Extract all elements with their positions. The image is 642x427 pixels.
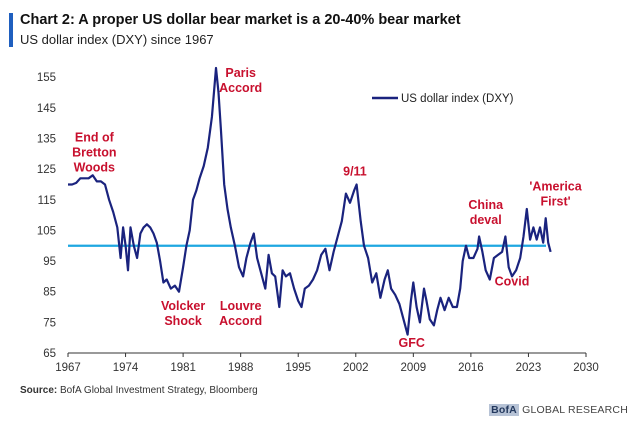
brand-logo: BofA <box>489 404 519 416</box>
title-accent-bar <box>9 13 13 47</box>
chart-title: Chart 2: A proper US dollar bear market … <box>20 12 461 28</box>
y-tick-label: 125 <box>37 164 56 176</box>
annotation-label: GFC <box>398 336 424 350</box>
annotation-label: China deval <box>468 198 504 227</box>
x-tick-label: 2009 <box>401 362 427 374</box>
source-note: Source: BofA Global Investment Strategy,… <box>20 385 258 396</box>
y-tick-label: 145 <box>37 103 56 115</box>
y-tick-label: 115 <box>38 195 56 207</box>
brand-footer: BofA GLOBAL RESEARCH <box>489 404 628 416</box>
y-tick-label: 85 <box>43 287 56 299</box>
annotation-label: 9/11 <box>343 164 367 178</box>
source-label: Source: <box>20 385 58 396</box>
x-tick-label: 1974 <box>113 362 139 374</box>
x-tick-label: 2030 <box>573 362 599 374</box>
series-line-dxy <box>68 66 552 336</box>
x-axis-ticks: 1967 1974 1981 1988 1995 2002 2009 2016 2023 2030 <box>55 353 599 374</box>
y-tick-label: 75 <box>43 317 56 329</box>
y-tick-label: 65 <box>43 348 56 360</box>
y-tick-label: 105 <box>37 225 56 237</box>
x-tick-label: 1995 <box>285 362 311 374</box>
annotation-label: Volcker Shock <box>161 299 205 328</box>
brand-text: GLOBAL RESEARCH <box>522 404 628 416</box>
y-tick-label: 135 <box>37 133 56 145</box>
annotation-label: End of Bretton Woods <box>72 131 116 175</box>
x-tick-label: 2016 <box>458 362 484 374</box>
annotation-label: Louvre Accord <box>219 299 262 328</box>
legend-label-dxy: US dollar index (DXY) <box>401 93 514 105</box>
y-tick-label: 155 <box>37 72 56 84</box>
x-tick-label: 1981 <box>170 362 196 374</box>
annotation-label: Covid <box>495 275 530 289</box>
chart-subtitle: US dollar index (DXY) since 1967 <box>20 32 214 47</box>
x-tick-label: 1967 <box>55 362 81 374</box>
y-tick-label: 95 <box>43 256 56 268</box>
annotation-label: 'America First' <box>529 180 582 209</box>
x-tick-label: 1988 <box>228 362 254 374</box>
annotations: End of Bretton Woods Volcker Shock Paris Accor… <box>72 66 583 350</box>
x-tick-label: 2023 <box>516 362 542 374</box>
annotation-label: Paris Accord <box>219 66 262 95</box>
y-axis-ticks: 65 75 85 95 105 115 125 135 145 155 <box>37 72 56 360</box>
legend: US dollar index (DXY) <box>372 93 514 105</box>
x-tick-label: 2002 <box>343 362 369 374</box>
source-text: BofA Global Investment Strategy, Bloombe… <box>60 385 258 396</box>
